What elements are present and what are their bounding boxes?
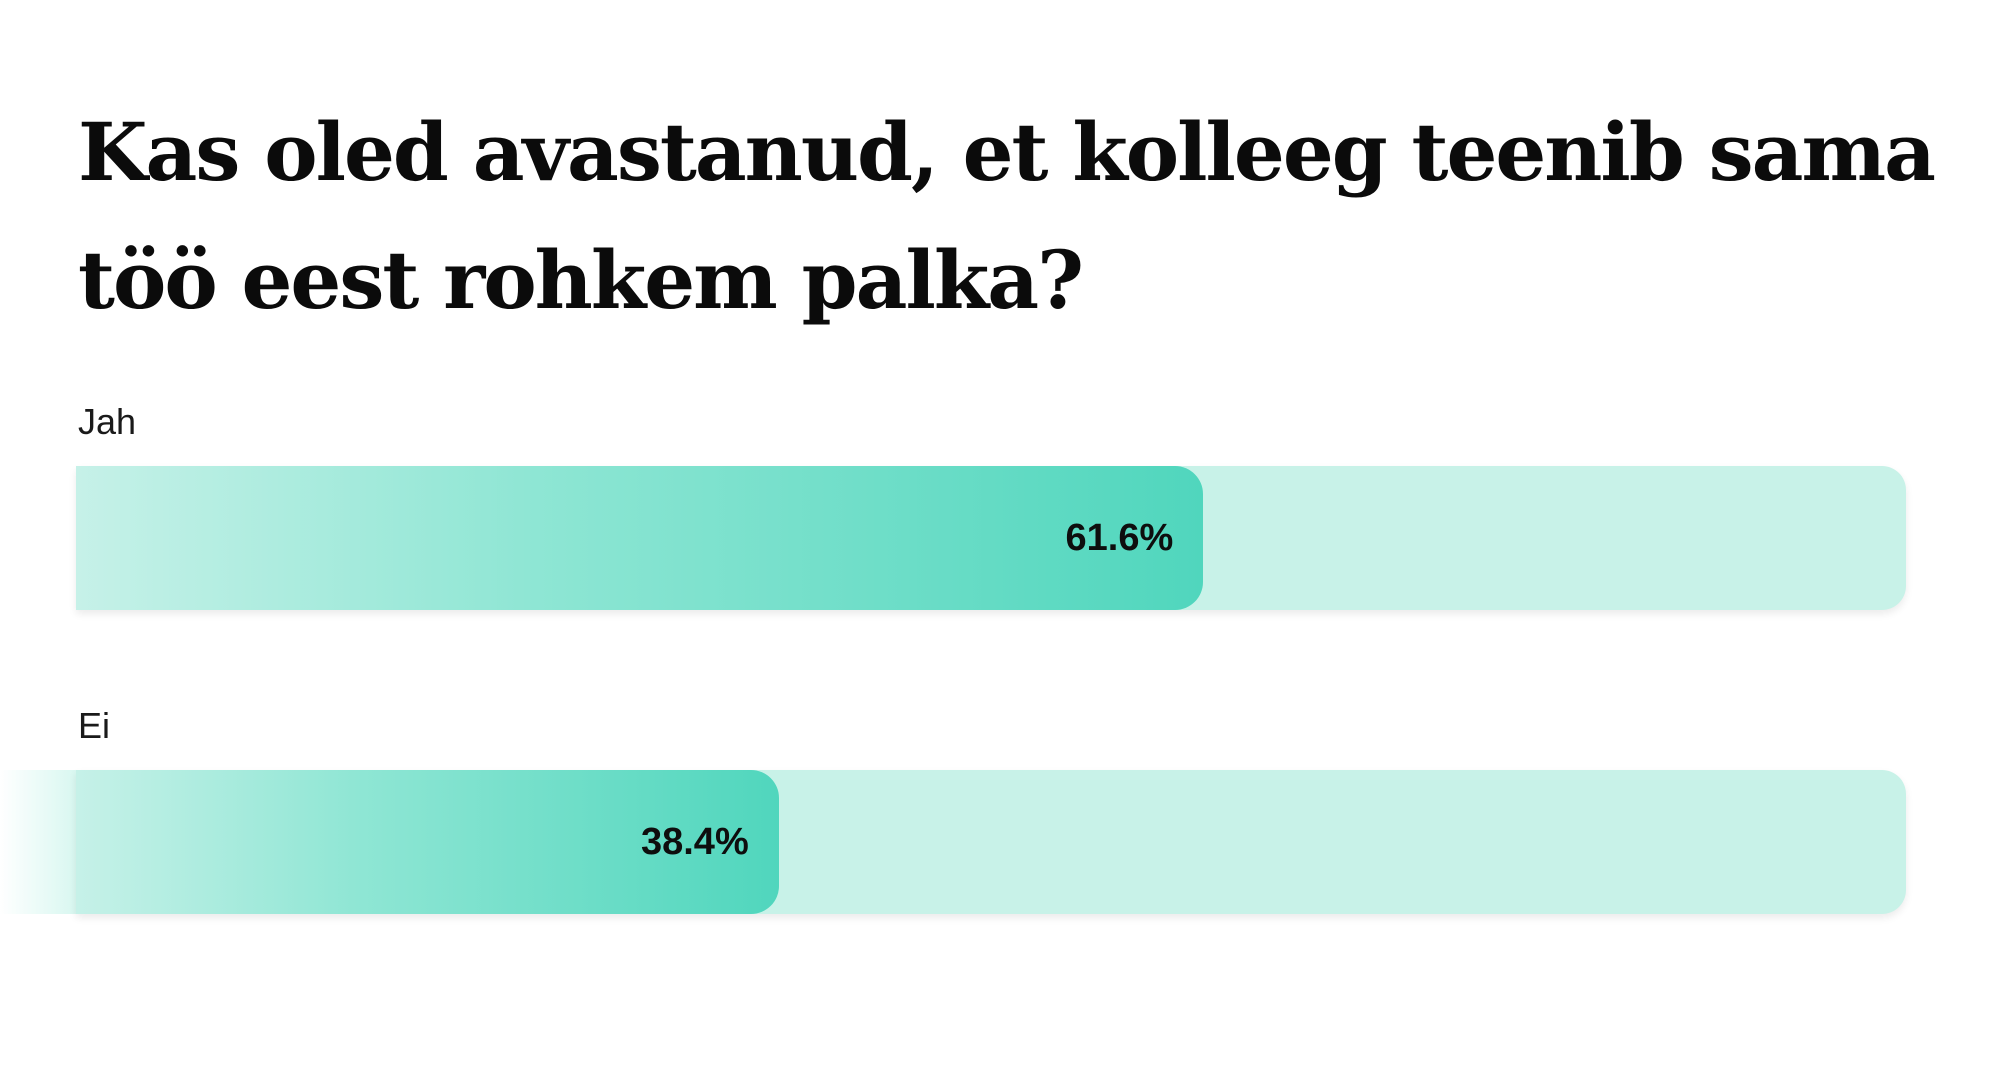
bar-value-label-1: 38.4%	[640, 820, 749, 863]
bar-value-label-0: 61.6%	[1065, 516, 1174, 559]
bar-fill-0	[76, 466, 1204, 610]
left-edge-fade	[0, 770, 80, 914]
category-label-0: Jah	[78, 401, 137, 442]
bar-fill-1	[76, 770, 779, 914]
bar-track-0: 61.6%	[76, 466, 1906, 610]
chart-title: Kas oled avastanud, et kolleeg teenib sa…	[78, 105, 1936, 327]
category-label-1: Ei	[78, 705, 111, 746]
bar-track-1: 38.4%	[76, 770, 1906, 914]
